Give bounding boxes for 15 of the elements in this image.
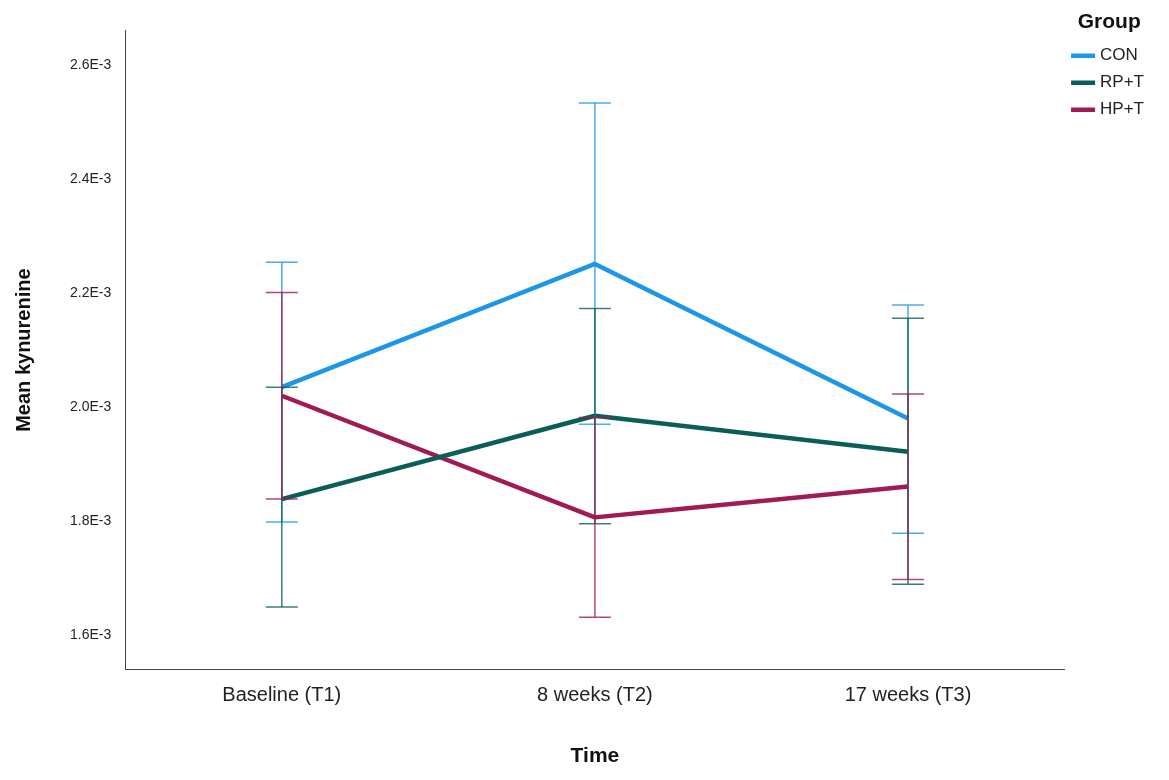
- x-axis-title: Time: [570, 743, 620, 767]
- legend-label: RP+T: [1100, 72, 1145, 92]
- y-tick-label: 1.6E-3: [70, 626, 112, 643]
- legend-label: HP+T: [1100, 99, 1145, 119]
- y-tick-label: 2.6E-3: [70, 55, 112, 72]
- legend-title: Group: [1077, 9, 1141, 33]
- x-tick-label: 8 weeks (T2): [537, 683, 653, 706]
- y-tick-label: 2.4E-3: [70, 169, 112, 186]
- y-tick-label: 2.2E-3: [70, 283, 112, 300]
- y-tick-label: 1.8E-3: [70, 512, 112, 529]
- x-tick-label: Baseline (T1): [222, 683, 342, 706]
- legend-label: CON: [1100, 45, 1138, 65]
- y-axis-title: Mean kynurenine: [11, 268, 34, 432]
- y-tick-label: 2.0E-3: [70, 398, 112, 415]
- x-tick-label: 17 weeks (T3): [844, 683, 972, 706]
